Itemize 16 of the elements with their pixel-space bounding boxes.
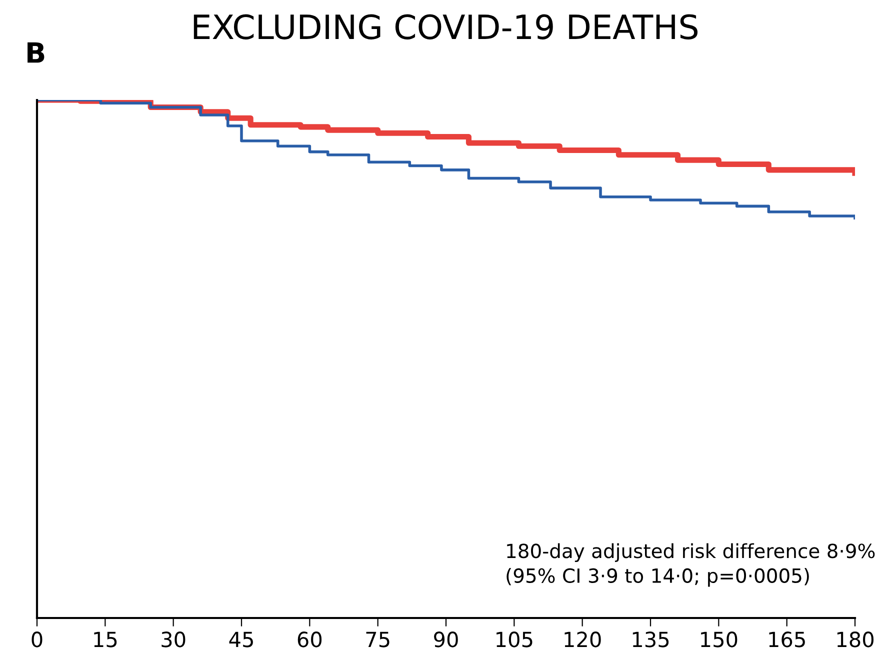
- x-tick-label: 90: [434, 632, 458, 648]
- x-tick-label: 105: [496, 632, 532, 648]
- chart-title: EXCLUDING COVID-19 DEATHS: [194, 14, 698, 40]
- x-tick-label: 120: [564, 632, 601, 648]
- x-tick-label: 165: [769, 632, 805, 648]
- x-tick-label: 15: [94, 632, 117, 648]
- annotation: 180-day adjusted risk difference 8·9% (95% CI 3·9 to 14·0; p=0·0005): [506, 543, 875, 587]
- x-tick-label: 30: [162, 632, 186, 648]
- x-tick-label: 150: [701, 632, 738, 648]
- x-tick-label: 135: [632, 632, 669, 648]
- x-tick-label: 60: [298, 632, 322, 648]
- x-tick-label: 75: [366, 632, 390, 648]
- x-tick-label: 180: [837, 632, 874, 648]
- x-tick-label: 45: [229, 632, 253, 648]
- x-tick-label: 0: [32, 632, 42, 648]
- text: B: [28, 42, 44, 63]
